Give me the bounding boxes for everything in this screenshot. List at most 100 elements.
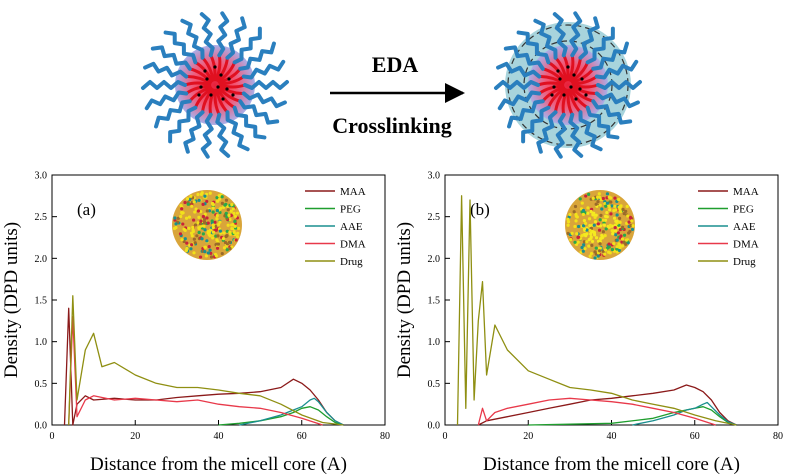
snapshot-bead (231, 207, 235, 211)
snapshot-bead (617, 242, 621, 246)
micelle-core-chain (537, 81, 565, 87)
snapshot-bead (584, 234, 588, 238)
snapshot-bead (577, 224, 581, 229)
snapshot-bead (631, 224, 635, 228)
series-line-aae (632, 401, 737, 426)
snapshot-bead (234, 238, 238, 242)
snapshot-bead (225, 229, 229, 233)
drug-dot (231, 93, 235, 97)
snapshot-bead (627, 220, 631, 224)
snapshot-bead (229, 209, 233, 213)
micelle-corona-chain (594, 91, 640, 109)
micelle-corona-chain (215, 112, 231, 158)
snapshot-bead (174, 222, 178, 226)
micelle-corona-chain (180, 18, 205, 60)
snapshot-bead (201, 214, 206, 219)
micelle-corona-chain (578, 110, 603, 152)
x-tick-label: 0 (443, 431, 448, 442)
snapshot-bead (598, 246, 602, 250)
snapshot-bead (582, 219, 586, 223)
drug-dot (584, 93, 588, 97)
snapshot-bead (200, 237, 204, 241)
snapshot-bead (199, 219, 203, 223)
drug-dot (580, 77, 584, 81)
snapshot-bead (599, 213, 603, 217)
y-axis-label: Density (DPD units) (394, 222, 415, 378)
snapshot-bead (621, 207, 625, 212)
snapshot-bead (173, 216, 177, 220)
snapshot-bead (228, 217, 232, 222)
micelle-corona-chain (533, 18, 558, 60)
snapshot-bead (614, 233, 618, 237)
micelle-core-chain (570, 67, 595, 85)
snapshot-bead (208, 191, 212, 195)
snapshot-bead (184, 248, 189, 253)
snapshot-bead (607, 242, 611, 246)
snapshot-bead (583, 246, 587, 251)
snapshot-bead (610, 247, 615, 252)
snapshot-bead (628, 229, 632, 234)
snapshot-bead (580, 201, 584, 205)
micelle-corona-chain (503, 45, 545, 71)
reaction-label-bottom: Crosslinking (332, 113, 451, 138)
micelle-corona-chain (154, 99, 192, 129)
snapshot-bead (218, 229, 222, 233)
drug-dot (203, 69, 207, 73)
panel-label: (b) (470, 200, 490, 219)
x-tick-label: 20 (523, 431, 533, 442)
micelle-core-chain (216, 61, 237, 84)
snapshot-bead (233, 214, 238, 218)
micelle-corona-chain (594, 59, 639, 80)
snapshot-bead (593, 250, 597, 254)
drug-dot (556, 69, 560, 73)
snapshot-bead (202, 217, 207, 221)
snapshot-bead (605, 211, 609, 215)
snapshot-bead (570, 231, 574, 236)
snapshot-bead (620, 244, 625, 248)
y-tick-label: 1.5 (428, 296, 441, 307)
snapshot-bead (617, 248, 621, 253)
snapshot-bead (600, 233, 604, 238)
snapshot-bead (594, 246, 598, 250)
micelle-crosslinked-icon (494, 11, 642, 159)
snapshot-bead (596, 222, 600, 226)
snapshot-bead (190, 243, 194, 247)
snapshot-bead (232, 230, 236, 234)
snapshot-bead (616, 231, 620, 235)
snapshot-bead (581, 212, 586, 217)
snapshot-bead (630, 219, 634, 223)
micelle-corona-chain (143, 61, 189, 79)
y-tick-label: 0.0 (428, 421, 441, 432)
snapshot-bead (590, 239, 595, 244)
micelle-corona-chain (585, 26, 615, 65)
snapshot-bead (236, 231, 240, 235)
snapshot-bead (609, 212, 613, 216)
snapshot-bead (200, 191, 204, 195)
snapshot-bead (576, 240, 580, 244)
snapshot-bead (625, 221, 629, 225)
snapshot-bead (603, 202, 607, 206)
snapshot-bead (613, 196, 617, 200)
micelle-core-chain (218, 75, 245, 86)
snapshot-bead (218, 210, 222, 215)
snapshot-bead (174, 225, 178, 230)
micelle-core-chain (213, 88, 221, 116)
snapshot-bead (597, 192, 601, 196)
micelle-corona-chain (568, 112, 584, 158)
snapshot-bead (198, 222, 203, 226)
micelle-core-chain (184, 81, 212, 87)
snapshot-bead (625, 204, 629, 209)
drug-dot (550, 93, 554, 97)
drug-dot (566, 65, 570, 69)
micelle-corona-chain (536, 110, 558, 154)
legend-label: PEG (340, 204, 361, 216)
micelle-core-chain (569, 61, 590, 84)
x-tick-label: 60 (690, 431, 700, 442)
snapshot-bead (630, 227, 635, 232)
micelle-corona-chain (494, 80, 540, 90)
micelle-core-chain (215, 88, 229, 114)
micelle-core-chain (189, 67, 213, 84)
snapshot-bead (605, 192, 610, 196)
snapshot-bead (181, 222, 185, 226)
